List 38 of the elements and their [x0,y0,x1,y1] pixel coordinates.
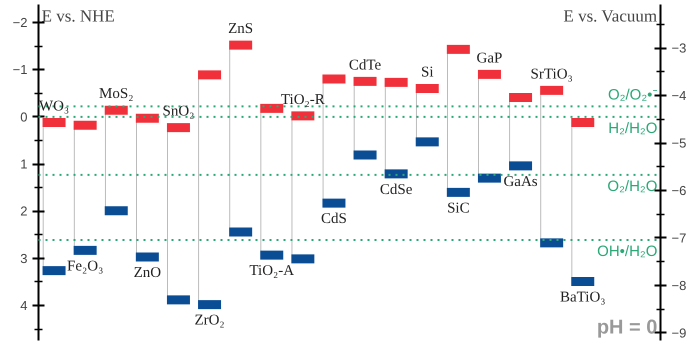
ref-line-label: O₂/O₂•⁻ [608,86,658,104]
annotation: Si [420,64,434,80]
annotation: TiO₂-R [280,92,325,108]
annotation: ZnO [134,264,162,281]
annotation: GaAs [503,174,538,190]
annotation: SnO₂ [162,104,194,120]
ref-line-label: O₂/H₂O [607,178,658,195]
annotation: CdTe [348,57,382,74]
annotation: TiO₂-A [249,263,294,280]
annotation: CdS [321,211,347,228]
y2-tick-label: −4 [672,88,686,104]
annotation: Fe₂O₃ [67,258,104,274]
y-tick-label: 2 [20,204,28,219]
y2-tick-label: −6 [672,183,686,198]
y-tick-label: −1 [12,62,28,78]
ref-line-label: H₂/H₂O [608,120,658,137]
y-tick-label: 3 [20,250,28,266]
y2-tick-label: −9 [672,325,686,340]
annotation: SiC [447,200,470,216]
y2-tick-label: −7 [672,230,686,246]
y2-tick-label: −3 [672,40,686,56]
y2-tick-label: −5 [672,136,686,151]
annotation: pH = 0 [596,316,658,338]
y-tick-label: 1 [20,156,28,172]
ref-line-label: OH•/H₂O [597,242,658,260]
annotation: GaP [476,50,502,66]
y-axis-title: E vs. NHE [42,6,115,26]
annotation: MoS₂ [99,86,134,102]
annotation: ZrO₂ [194,312,225,329]
annotation: SrTiO₃ [530,66,573,82]
y-tick-label: −2 [12,14,28,30]
y-tick-label: 0 [20,109,28,124]
y2-axis-title: E vs. Vacuum [563,6,658,26]
y-tick-label: 4 [20,298,28,314]
annotation: ZnS [228,21,254,38]
y2-tick-label: −8 [672,278,686,293]
annotation: BaTiO₃ [560,290,606,306]
annotation: CdSe [380,182,413,198]
